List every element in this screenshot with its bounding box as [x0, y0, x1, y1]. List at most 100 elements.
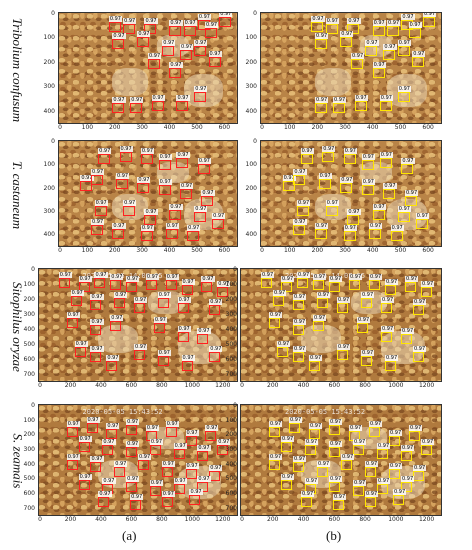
- detection-box: 0.97: [98, 491, 112, 508]
- detection-label: 0.97: [385, 278, 399, 285]
- detection-label: 0.97: [158, 153, 172, 160]
- detection-box: 0.97: [385, 278, 399, 295]
- y-tick-label: 300: [225, 446, 237, 453]
- detection-box: 0.97: [282, 174, 296, 191]
- detection-label: 0.97: [293, 168, 307, 175]
- detection-box: 0.97: [114, 292, 128, 309]
- x-tick-label: 100: [283, 247, 296, 254]
- detection-box: 0.97: [169, 20, 183, 37]
- y-tick-label: 200: [23, 295, 35, 303]
- detection-label: 0.97: [94, 200, 108, 207]
- detection-label: 0.97: [372, 204, 386, 211]
- detection-box: 0.97: [126, 476, 140, 492]
- y-tick-label: 500: [225, 340, 237, 348]
- detection-label: 0.97: [385, 354, 399, 361]
- detection-box: 0.97: [372, 62, 386, 78]
- detection-label: 0.97: [123, 200, 137, 207]
- detection-label: 0.97: [126, 476, 140, 482]
- detection-label: 0.97: [112, 33, 126, 40]
- detection-label: 0.97: [329, 276, 343, 283]
- detection-box: 0.97: [261, 271, 275, 288]
- detection-box: 0.97: [385, 354, 399, 371]
- detection-box: 0.97: [74, 341, 88, 358]
- detection-label: 0.97: [269, 421, 283, 427]
- detection-label: 0.97: [112, 223, 126, 230]
- y-tick-label: 700: [225, 370, 237, 378]
- grain-image: 2020-05-05 15:43:52 0.97 0.97 0.97 0.97 0.97 0…: [38, 404, 238, 516]
- y-tick-label: 400: [245, 231, 257, 239]
- detection-label: 0.97: [415, 212, 429, 219]
- detection-label: 0.97: [357, 316, 371, 323]
- detection-label: 0.97: [106, 423, 120, 430]
- detection-box: 0.97: [349, 274, 363, 291]
- detection-label: 0.97: [180, 183, 194, 190]
- y-tick-label: 200: [225, 431, 237, 439]
- detection-label: 0.97: [157, 350, 171, 357]
- detection-label: 0.97: [115, 172, 130, 179]
- column-label-a: (a): [122, 528, 137, 543]
- detection-box: 0.97: [106, 354, 120, 371]
- x-tick-label: 300: [136, 247, 148, 254]
- detection-label: 0.97: [212, 212, 226, 219]
- detection-box: 0.97: [387, 20, 401, 37]
- detection-box: 0.97: [379, 151, 393, 168]
- detection-box: 0.97: [269, 312, 283, 329]
- x-tick-label: 600: [218, 247, 231, 254]
- detection-label: 0.97: [66, 454, 80, 460]
- detection-box: 0.97: [390, 225, 404, 242]
- x-tick-label: 500: [394, 247, 407, 254]
- detection-box: 0.97: [197, 327, 211, 344]
- y-tick-label: 500: [23, 475, 35, 483]
- detection-label: 0.97: [329, 418, 343, 425]
- y-tick-label: 0: [51, 138, 55, 145]
- detection-label: 0.97: [281, 436, 295, 443]
- detection-label: 0.97: [405, 276, 419, 283]
- detection-box: 0.97: [177, 325, 191, 342]
- detection-box: 0.97: [317, 460, 331, 477]
- detection-box: 0.97: [137, 31, 151, 48]
- detection-label: 0.97: [401, 158, 415, 165]
- detection-box: 0.97: [329, 476, 343, 492]
- detection-label: 0.97: [201, 276, 215, 283]
- y-tick-label: 400: [23, 325, 35, 333]
- detection-box: 0.97: [269, 454, 283, 470]
- detection-box: 0.97: [185, 462, 199, 479]
- detection-label: 0.97: [176, 151, 190, 158]
- detection-label: 0.97: [401, 327, 415, 334]
- y-tick-label: 500: [225, 475, 237, 483]
- detection-label: 0.97: [149, 438, 164, 445]
- y-tick-label: 0: [253, 10, 257, 17]
- grain-patch: [112, 68, 148, 96]
- detection-box: 0.97: [369, 223, 383, 240]
- detection-box: 0.97: [383, 183, 397, 200]
- detection-label: 0.97: [108, 15, 122, 22]
- detection-label: 0.97: [315, 33, 329, 40]
- detection-label: 0.97: [148, 53, 162, 60]
- y-tick-label: 0: [233, 402, 237, 409]
- detection-box: 0.97: [201, 189, 215, 206]
- detection-label: 0.97: [114, 292, 128, 299]
- x-tick-label: 1000: [184, 382, 200, 389]
- y-tick-label: 600: [225, 490, 237, 497]
- detection-label: 0.97: [273, 289, 287, 296]
- detection-label: 0.97: [389, 429, 403, 436]
- detection-label: 0.97: [423, 12, 437, 18]
- species-label-t-castaneum: T. castaneum: [10, 160, 25, 230]
- detection-label: 0.97: [137, 31, 151, 38]
- detection-box: 0.97: [315, 97, 329, 114]
- detection-label: 0.97: [119, 145, 133, 152]
- detection-box: 0.97: [379, 95, 393, 111]
- detection-box: 0.97: [365, 491, 379, 508]
- detection-box: 0.97: [333, 97, 347, 114]
- x-tick-label: 0: [240, 516, 244, 523]
- x-tick-label: 1200: [215, 516, 231, 523]
- detection-box: 0.97: [181, 278, 195, 295]
- detection-box: 0.97: [151, 95, 165, 111]
- detection-box: 0.97: [197, 445, 211, 462]
- detection-label: 0.97: [281, 276, 295, 283]
- detection-label: 0.97: [269, 454, 283, 460]
- y-tick-label: 300: [225, 310, 237, 318]
- detection-label: 0.97: [138, 454, 152, 460]
- grain-image: 0.97 0.97 0.97 0.97 0.97 0.97 0.97 0.97 0.97 0.97…: [260, 12, 442, 124]
- detection-label: 0.97: [343, 147, 357, 154]
